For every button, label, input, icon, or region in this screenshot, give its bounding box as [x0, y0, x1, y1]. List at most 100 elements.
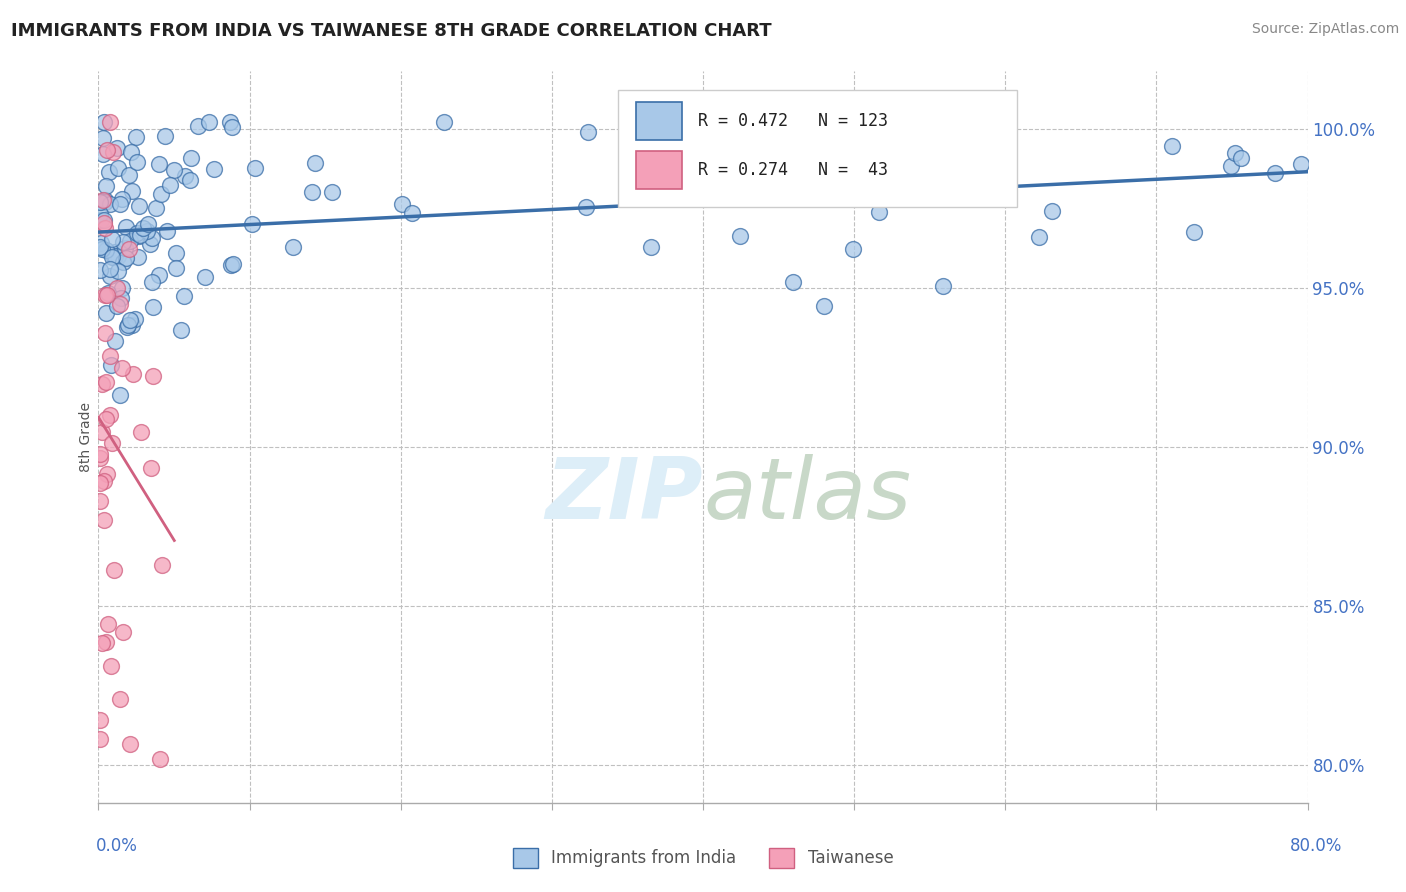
Point [108, 692, 131, 706]
Point [187, 119, 209, 133]
Point [202, 161, 225, 176]
Point [90, 242, 112, 256]
Point [93, 195, 115, 210]
Text: 0.0%: 0.0% [96, 837, 138, 855]
Point [221, 257, 243, 271]
Point [575, 201, 598, 215]
Point [728, 228, 751, 243]
Point [89, 714, 111, 728]
Point [179, 173, 201, 187]
Point [155, 128, 177, 143]
Point [108, 388, 131, 402]
Point [127, 226, 149, 240]
Point [114, 220, 136, 235]
Point [100, 232, 122, 246]
Point [180, 152, 202, 166]
Point [128, 199, 150, 213]
Point [100, 358, 122, 372]
FancyBboxPatch shape [637, 102, 682, 140]
Point [148, 268, 170, 283]
Point [97, 165, 120, 179]
Point [91, 636, 114, 650]
Point [90, 212, 112, 227]
Point [94, 287, 117, 301]
Point [118, 737, 141, 751]
Point [89, 732, 111, 747]
Point [165, 245, 187, 260]
Point [107, 249, 129, 263]
Point [111, 192, 134, 206]
Point [89, 207, 111, 221]
Point [94, 412, 117, 426]
Point [96, 635, 118, 649]
Point [121, 367, 143, 381]
Text: atlas: atlas [703, 454, 911, 537]
Point [120, 313, 142, 327]
Point [111, 281, 134, 295]
Point [89, 450, 111, 465]
Point [148, 156, 170, 170]
Point [96, 143, 118, 157]
Point [111, 235, 134, 249]
Point [103, 563, 125, 577]
Point [145, 201, 167, 215]
Point [813, 299, 835, 313]
Point [89, 447, 111, 461]
Point [105, 281, 128, 295]
Point [136, 218, 159, 232]
Text: Source: ZipAtlas.com: Source: ZipAtlas.com [1251, 22, 1399, 37]
Point [782, 275, 804, 289]
Point [118, 234, 141, 248]
Point [749, 125, 772, 139]
Point [163, 162, 186, 177]
Point [101, 435, 124, 450]
Point [105, 140, 128, 154]
Point [93, 326, 115, 340]
Point [98, 115, 121, 129]
Point [860, 136, 883, 151]
Point [136, 224, 159, 238]
Point [121, 318, 143, 332]
Point [1229, 151, 1251, 165]
Point [842, 242, 865, 256]
Point [114, 241, 136, 255]
Point [120, 145, 142, 160]
Point [142, 369, 165, 384]
Text: 80.0%: 80.0% [1291, 837, 1343, 855]
Point [93, 115, 115, 129]
Point [129, 425, 152, 439]
Point [149, 752, 172, 766]
Point [1028, 230, 1050, 244]
Point [94, 375, 117, 389]
Point [97, 286, 120, 301]
Point [194, 270, 217, 285]
Point [127, 250, 149, 264]
Point [150, 186, 173, 201]
FancyBboxPatch shape [637, 151, 682, 189]
Point [141, 275, 163, 289]
Point [89, 195, 111, 210]
Y-axis label: 8th Grade: 8th Grade [79, 402, 93, 472]
Point [98, 349, 121, 363]
Point [576, 125, 599, 139]
Legend: Immigrants from India, Taiwanese: Immigrants from India, Taiwanese [506, 841, 900, 875]
Point [301, 185, 323, 199]
Point [129, 227, 152, 242]
Point [104, 334, 127, 348]
Point [197, 115, 219, 129]
Point [89, 240, 111, 254]
Point [107, 161, 129, 175]
Point [245, 161, 267, 175]
Point [98, 262, 121, 277]
Point [128, 229, 150, 244]
Point [115, 251, 138, 265]
Point [118, 168, 141, 182]
Point [91, 131, 114, 145]
Point [125, 129, 148, 144]
Point [124, 312, 146, 326]
Point [617, 143, 640, 157]
Point [90, 195, 112, 210]
Text: R = 0.274   N =  43: R = 0.274 N = 43 [699, 161, 889, 179]
Point [219, 115, 242, 129]
Point [174, 169, 197, 183]
